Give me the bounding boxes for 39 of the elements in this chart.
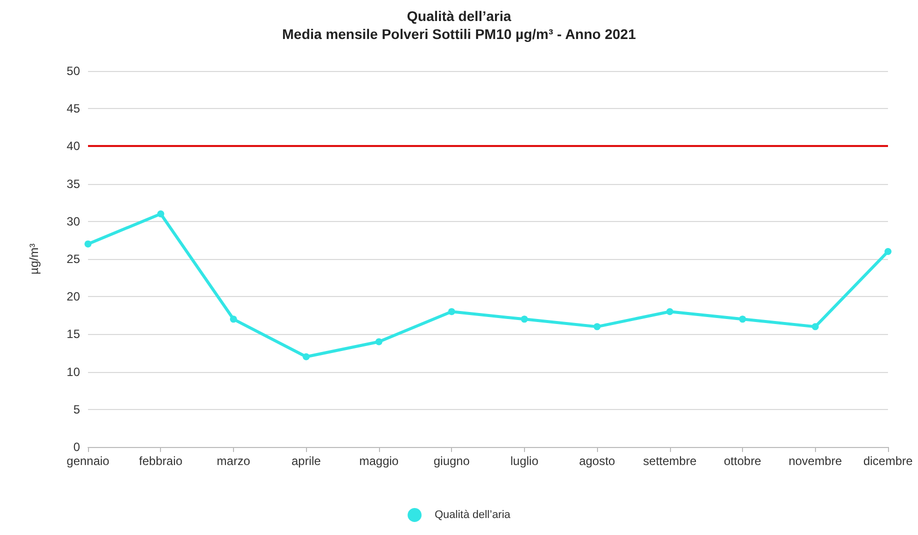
x-tick-label: maggio	[359, 454, 399, 468]
point	[375, 338, 382, 346]
x-tick-label: marzo	[216, 454, 250, 468]
y-tick-label: 0	[73, 440, 80, 454]
x-tick-label: febbraio	[139, 454, 183, 468]
y-tick-label: 30	[66, 214, 80, 228]
point	[448, 308, 456, 316]
y-tick-label: 20	[66, 290, 80, 304]
y-axis-title: µg/m³	[27, 244, 41, 274]
y-tick-label: 10	[66, 364, 80, 379]
x-tick-label: gennaio	[66, 454, 110, 468]
y-tick-label: 45	[66, 102, 80, 116]
point	[739, 316, 746, 323]
point	[84, 240, 92, 248]
point	[302, 353, 310, 360]
legend-label: Qualità dell’aria	[434, 509, 512, 521]
point	[157, 210, 164, 218]
x-tick-label: aprile	[292, 454, 322, 468]
y-tick-label: 15	[66, 327, 80, 342]
y-tick-label: 40	[66, 139, 80, 154]
point	[520, 316, 528, 323]
x-tick-label: novembre	[788, 454, 842, 468]
x-tick-label: dicembre	[863, 454, 913, 468]
x-tick-label: settembre	[643, 454, 697, 468]
y-tick-label: 50	[66, 64, 80, 78]
point	[812, 323, 819, 330]
chart-subtitle: Media mensile Polveri Sottili PM10 µg/m³ - Anno 2021	[282, 26, 636, 42]
point	[884, 248, 892, 255]
x-tick-label: ottobre	[724, 454, 762, 468]
x-tick-label: agosto	[579, 454, 616, 468]
y-tick-label: 5	[73, 402, 80, 416]
chart-title: Qualità dell’aria	[406, 8, 512, 24]
x-tick-label: giugno	[434, 454, 470, 468]
x-tick-label: luglio	[510, 454, 539, 468]
point	[594, 323, 601, 330]
point	[666, 308, 674, 316]
y-tick-label: 35	[66, 176, 80, 191]
point	[230, 316, 237, 323]
y-tick-label: 25	[66, 252, 80, 266]
